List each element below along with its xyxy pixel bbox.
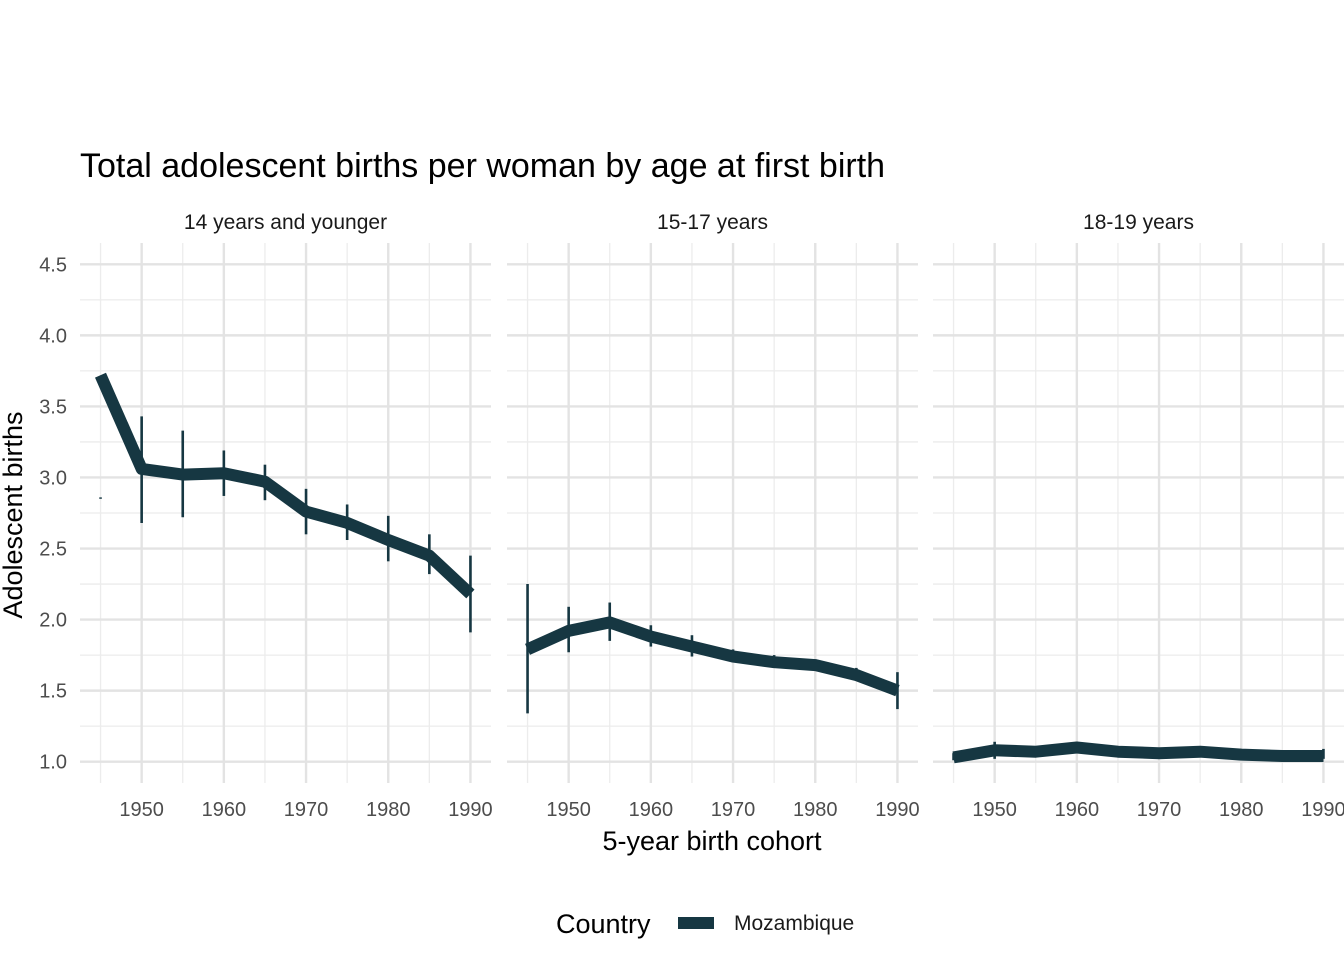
x-tick-label: 1980 [1219,799,1264,821]
y-tick-label: 1.5 [39,681,67,703]
legend-key-swatch [678,917,714,929]
series-line-mozambique [95,372,475,599]
panel-2: 15-17 years 1950 1960 1970 1980 1990 [507,211,920,821]
y-axis-title: Adolescent births [0,411,28,618]
x-tick-label: 1960 [629,799,674,821]
y-tick-label: 3.0 [39,467,67,489]
x-tick-label: 1950 [119,799,164,821]
x-tick-label: 1970 [1137,799,1182,821]
x-tick-label: 1980 [793,799,838,821]
legend-label: Mozambique [734,912,854,935]
y-tick-label: 2.5 [39,539,67,561]
x-tick-label: 1990 [1301,799,1344,821]
y-tick-label: 4.5 [39,254,67,276]
x-tick-label: 1960 [202,799,247,821]
x-tick-label: 1950 [972,799,1017,821]
legend-title: Country [556,909,651,939]
x-tick-label: 1990 [875,799,920,821]
panel-3: 18-19 years 1950 1960 1970 1980 1990 [933,211,1344,821]
panel-strip-label: 14 years and younger [184,211,387,234]
series-line-mozambique [525,616,900,697]
x-tick-label: 1990 [448,799,493,821]
x-tick-label: 1960 [1055,799,1100,821]
y-tick-label: 1.0 [39,752,67,774]
x-tick-label: 1970 [284,799,329,821]
x-axis-title: 5-year birth cohort [602,826,822,856]
panel-strip-label: 15-17 years [657,211,768,234]
chart-title: Total adolescent births per woman by age… [80,147,885,185]
panel-1: 14 years and younger 1950 1960 1970 1980 1990… [39,211,493,821]
x-tick-label: 1980 [366,799,411,821]
legend: Country Mozambique [556,909,854,939]
y-tick-label: 4.0 [39,325,67,347]
series-line-mozambique [952,741,1324,764]
x-tick-label: 1950 [546,799,591,821]
panels: 14 years and younger 1950 1960 1970 1980 1990… [39,211,1344,821]
panel-strip-label: 18-19 years [1083,211,1194,234]
y-tick-label: 2.0 [39,610,67,632]
x-tick-label: 1970 [711,799,756,821]
y-tick-label: 3.5 [39,396,67,418]
